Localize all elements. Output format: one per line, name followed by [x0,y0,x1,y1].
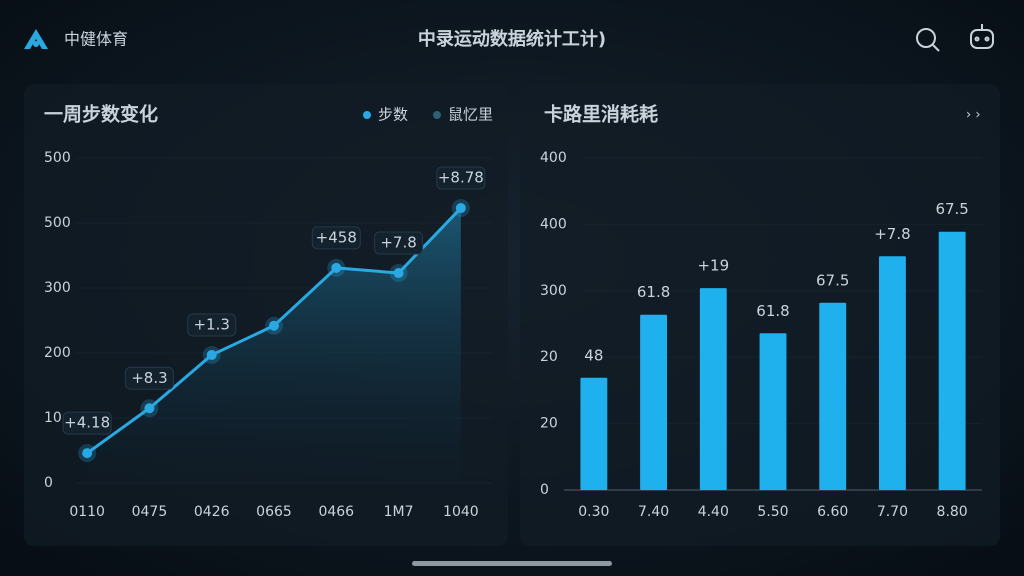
annotation: +1.3 [193,315,229,333]
more-chevron[interactable]: › › [966,108,981,123]
annotation: +4.18 [64,414,110,432]
x-tick-label: 0426 [194,504,230,520]
page-title: 中录运动数据统计工计) [418,28,606,50]
search-icon[interactable] [916,28,940,52]
annotation: 61.8 [637,283,670,301]
annotation-box [124,366,174,390]
annotation-box [311,226,361,250]
bar [699,288,727,490]
x-tick-label: 0110 [69,504,105,520]
area [87,208,461,484]
y-tick-label: 300 [540,283,567,299]
annotation: +458 [316,228,357,246]
x-tick-label: 8.80 [937,504,968,520]
x-tick-label: 4.40 [698,504,729,520]
legend-marker [363,111,371,119]
y-tick-label: 300 [44,280,71,296]
annotation: +8.78 [438,169,484,187]
annotation: 67.5 [935,200,968,218]
x-tick-label: 0.30 [578,504,609,520]
annotation-box [436,166,486,190]
x-tick-label: 0466 [318,504,354,520]
y-tick-label: 400 [540,150,567,166]
chart-title: 卡路里消耗耗 [544,103,658,126]
y-tick-label: 400 [540,216,567,232]
x-tick-label: 5.50 [757,504,788,520]
x-tick-label: 7.40 [638,504,669,520]
x-tick-label: 7.70 [877,504,908,520]
x-tick-label: 1040 [443,504,479,520]
point [206,349,217,360]
annotation: 48 [584,346,603,364]
logo [24,29,48,49]
bar [580,377,608,490]
assistant-icon[interactable] [970,24,994,49]
annotation: +7.8 [874,225,910,243]
bar [759,333,787,490]
bar [640,314,668,490]
annotation: 67.5 [816,271,849,289]
point [455,203,466,214]
y-tick-label: 500 [44,215,71,231]
bar [938,231,966,491]
y-tick-label: 0 [540,482,549,498]
x-tick-label: 6.60 [817,504,848,520]
y-tick-label: 10 [44,410,62,426]
y-tick-label: 20 [540,416,558,432]
y-tick-label: 200 [44,345,71,361]
annotation: +7.8 [380,234,416,252]
y-tick-label: 0 [44,475,53,491]
point [144,403,155,414]
annotation: +19 [697,257,729,275]
annotation-box [187,313,237,337]
annotation-box [62,411,112,435]
x-tick-label: 0475 [132,504,168,520]
legend-label: 鼠忆里 [448,106,493,124]
annotation: 61.8 [756,302,789,320]
x-tick-label: 1M7 [384,504,414,520]
x-tick-label: 0665 [256,504,292,520]
app-name: 中健体育 [64,30,128,49]
bar [819,302,847,490]
point [393,268,404,279]
chart-title: 一周步数变化 [44,103,158,126]
legend-label: 步数 [378,106,408,124]
bar [878,256,906,490]
annotation-box [374,231,424,255]
y-tick-label: 500 [44,150,71,166]
legend-marker [433,111,441,119]
y-tick-label: 20 [540,349,558,365]
point [331,262,342,273]
point [269,320,279,331]
home-indicator[interactable] [412,561,612,566]
point [82,448,93,459]
annotation: +8.3 [131,369,167,387]
